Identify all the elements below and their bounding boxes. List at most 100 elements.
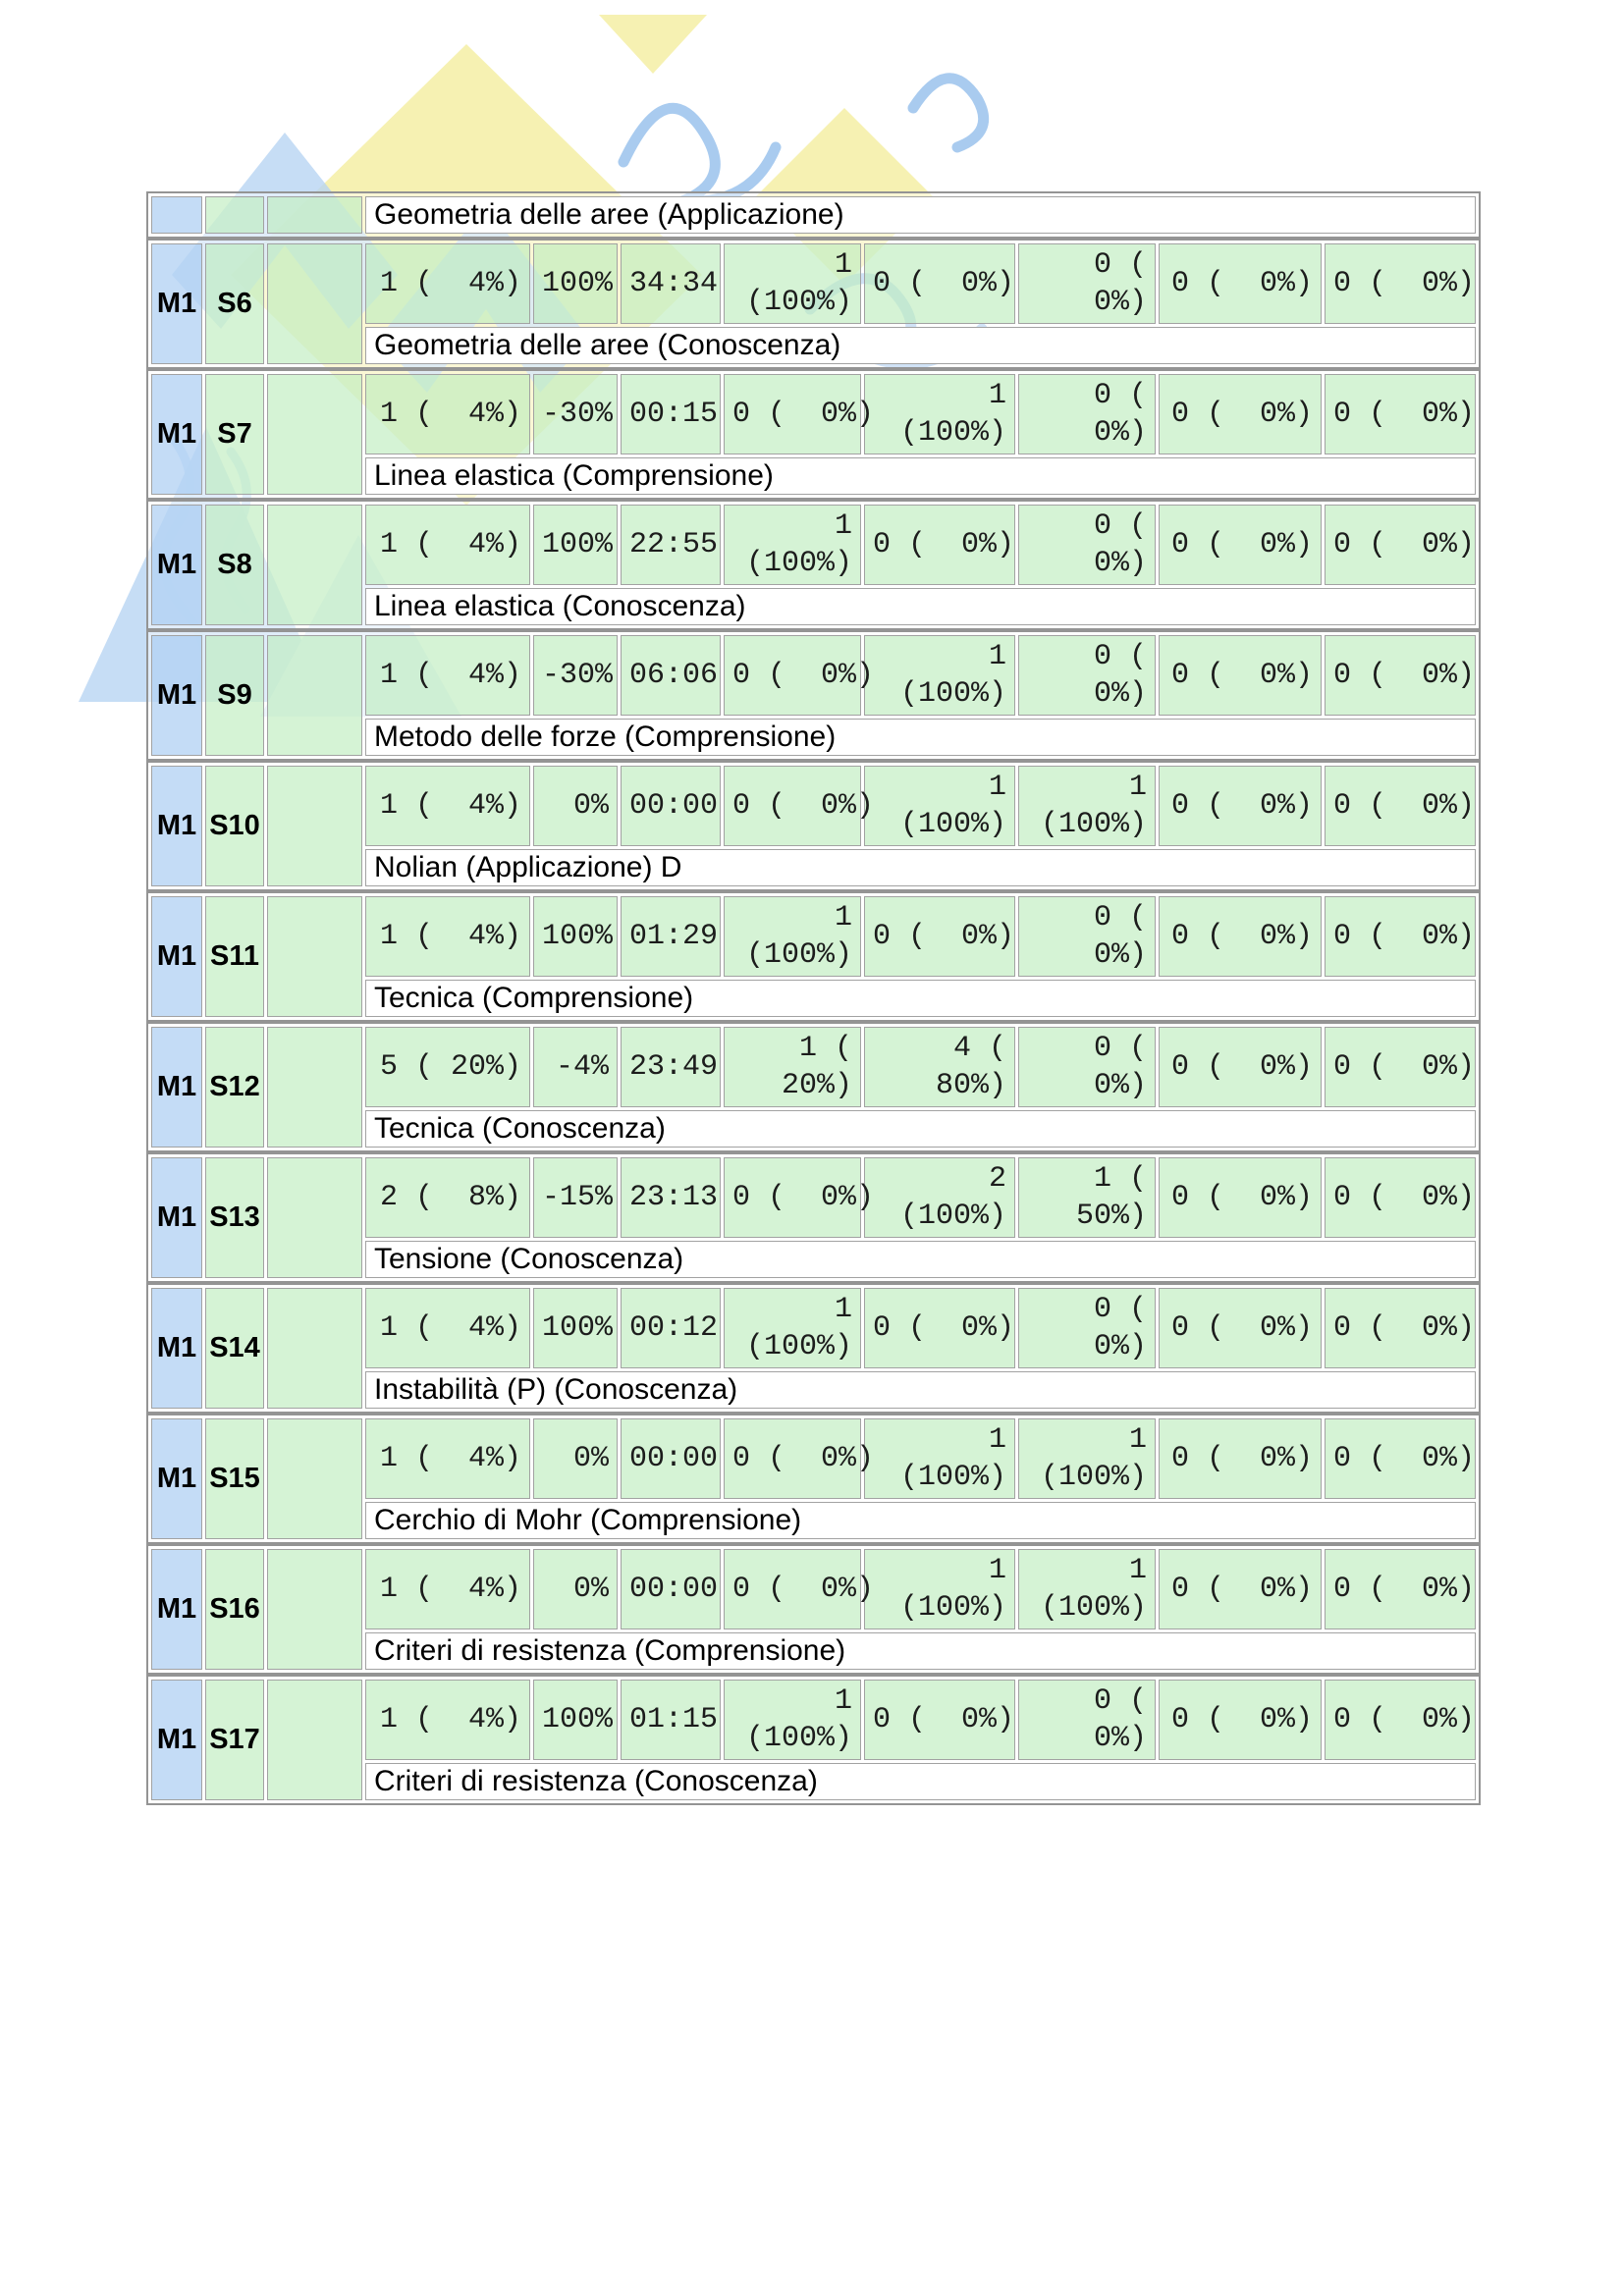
question-block: M1 S12 5 ( 20%) -4% 23:49 1 ( 20%) 4 ( 8… [146, 1022, 1481, 1152]
data-row: M1 S11 1 ( 4%) 100% 01:29 1 (100%) 0 ( 0… [151, 896, 1476, 1017]
data-cell-stat-3: 1 (100%) [1018, 1418, 1156, 1499]
leading-topic-row: Geometria delle aree (Applicazione) [151, 196, 1476, 234]
data-cell-count: 1 ( 4%) [365, 896, 530, 977]
data-cell-count: 1 ( 4%) [365, 635, 530, 716]
topic-cell: Criteri di resistenza (Conoscenza) [365, 1763, 1476, 1800]
data-cell-score: -4% [533, 1027, 618, 1107]
question-block: M1 S9 1 ( 4%) -30% 06:06 0 ( 0%) 1 (100%… [146, 630, 1481, 761]
data-cell-stat-3: 0 ( 0%) [1018, 635, 1156, 716]
data-row: M1 S15 1 ( 4%) 0% 00:00 0 ( 0%) 1 (100%)… [151, 1418, 1476, 1539]
data-cell-count: 2 ( 8%) [365, 1157, 530, 1238]
data-cell-stat-3: 0 ( 0%) [1018, 1680, 1156, 1760]
data-cell-stat-1: 1 (100%) [724, 896, 861, 977]
data-cell-stat-2: 1 (100%) [864, 374, 1015, 454]
data-cell-count: 1 ( 4%) [365, 1418, 530, 1499]
data-cell-stat-5: 0 ( 0%) [1325, 1288, 1476, 1368]
data-cell-stat-1: 0 ( 0%) [724, 766, 874, 846]
data-cell-stat-5: 0 ( 0%) [1325, 1549, 1476, 1629]
topic-cell: Cerchio di Mohr (Comprensione) [365, 1502, 1476, 1539]
question-block: M1 S8 1 ( 4%) 100% 22:55 1 (100%) 0 ( 0%… [146, 500, 1481, 630]
data-cell-stat-5: 0 ( 0%) [1325, 243, 1476, 324]
module-cell [151, 196, 202, 234]
data-cell-stat-5: 0 ( 0%) [1325, 505, 1476, 585]
topic-row: Tecnica (Conoscenza) [151, 1110, 1476, 1148]
topic-cell: Linea elastica (Comprensione) [365, 457, 1476, 495]
data-row: M1 S17 1 ( 4%) 100% 01:15 1 (100%) 0 ( 0… [151, 1680, 1476, 1800]
module-cell: M1 [151, 1418, 202, 1539]
question-cell: S6 [205, 243, 264, 364]
question-cell: S11 [205, 896, 264, 1017]
data-cell-stat-5: 0 ( 0%) [1325, 1680, 1476, 1760]
question-cell: S13 [205, 1157, 264, 1278]
data-cell-time: 23:13 [621, 1157, 721, 1238]
data-row: M1 S9 1 ( 4%) -30% 06:06 0 ( 0%) 1 (100%… [151, 635, 1476, 756]
leading-topic-block: Geometria delle aree (Applicazione) [146, 191, 1481, 239]
module-cell: M1 [151, 1549, 202, 1670]
data-cell-score: -30% [533, 635, 618, 716]
spacer-cell [267, 505, 362, 625]
question-cell: S14 [205, 1288, 264, 1409]
data-cell-time: 34:34 [621, 243, 721, 324]
data-row: M1 S14 1 ( 4%) 100% 00:12 1 (100%) 0 ( 0… [151, 1288, 1476, 1409]
data-cell-stat-1: 1 (100%) [724, 505, 861, 585]
data-cell-count: 1 ( 4%) [365, 374, 530, 454]
topic-row: Tecnica (Comprensione) [151, 980, 1476, 1017]
topic-cell: Metodo delle forze (Comprensione) [365, 719, 1476, 756]
data-cell-count: 1 ( 4%) [365, 1680, 530, 1760]
spacer-cell [267, 374, 362, 495]
data-cell-stat-2: 0 ( 0%) [864, 505, 1015, 585]
data-cell-stat-1: 0 ( 0%) [724, 1549, 874, 1629]
data-cell-time: 06:06 [621, 635, 721, 716]
topic-cell: Tensione (Conoscenza) [365, 1241, 1476, 1278]
data-cell-stat-1: 0 ( 0%) [724, 374, 874, 454]
data-cell-time: 23:49 [621, 1027, 721, 1107]
data-cell-score: 100% [533, 896, 618, 977]
data-cell-stat-3: 0 ( 0%) [1018, 1027, 1156, 1107]
question-block: M1 S13 2 ( 8%) -15% 23:13 0 ( 0%) 2 (100… [146, 1152, 1481, 1283]
data-cell-stat-2: 1 (100%) [864, 766, 1015, 846]
data-cell-score: -15% [533, 1157, 618, 1238]
spacer-cell [267, 1027, 362, 1148]
data-cell-stat-4: 0 ( 0%) [1159, 1549, 1322, 1629]
spacer-cell [267, 1680, 362, 1800]
question-block: M1 S14 1 ( 4%) 100% 00:12 1 (100%) 0 ( 0… [146, 1283, 1481, 1414]
question-block: M1 S15 1 ( 4%) 0% 00:00 0 ( 0%) 1 (100%)… [146, 1414, 1481, 1544]
data-cell-stat-5: 0 ( 0%) [1325, 1418, 1476, 1499]
question-block: M1 S17 1 ( 4%) 100% 01:15 1 (100%) 0 ( 0… [146, 1675, 1481, 1805]
data-cell-stat-2: 1 (100%) [864, 1549, 1015, 1629]
topic-cell: Criteri di resistenza (Comprensione) [365, 1632, 1476, 1670]
question-block: M1 S10 1 ( 4%) 0% 00:00 0 ( 0%) 1 (100%)… [146, 761, 1481, 891]
question-block: M1 S7 1 ( 4%) -30% 00:15 0 ( 0%) 1 (100%… [146, 369, 1481, 500]
data-cell-score: 0% [533, 1418, 618, 1499]
data-cell-stat-4: 0 ( 0%) [1159, 896, 1322, 977]
topic-row: Instabilità (P) (Conoscenza) [151, 1371, 1476, 1409]
topic-row: Criteri di resistenza (Comprensione) [151, 1632, 1476, 1670]
data-cell-stat-5: 0 ( 0%) [1325, 896, 1476, 977]
data-cell-stat-1: 1 (100%) [724, 243, 861, 324]
data-cell-stat-1: 0 ( 0%) [724, 635, 874, 716]
data-cell-stat-2: 0 ( 0%) [864, 896, 1015, 977]
data-cell-stat-3: 0 ( 0%) [1018, 374, 1156, 454]
spacer-cell [267, 1549, 362, 1670]
data-cell-stat-3: 0 ( 0%) [1018, 896, 1156, 977]
topic-cell: Nolian (Applicazione) D [365, 849, 1476, 886]
question-cell: S12 [205, 1027, 264, 1148]
spacer-cell [267, 1288, 362, 1409]
data-cell-stat-3: 1 ( 50%) [1018, 1157, 1156, 1238]
question-cell [205, 196, 264, 234]
spacer-cell [267, 896, 362, 1017]
data-cell-stat-4: 0 ( 0%) [1159, 1288, 1322, 1368]
spacer-cell [267, 1157, 362, 1278]
data-cell-score: 100% [533, 243, 618, 324]
topic-cell: Tecnica (Comprensione) [365, 980, 1476, 1017]
data-row: M1 S10 1 ( 4%) 0% 00:00 0 ( 0%) 1 (100%)… [151, 766, 1476, 886]
module-cell: M1 [151, 635, 202, 756]
data-cell-stat-1: 1 (100%) [724, 1680, 861, 1760]
topic-cell: Linea elastica (Conoscenza) [365, 588, 1476, 625]
data-cell-time: 00:15 [621, 374, 721, 454]
topic-row: Geometria delle aree (Conoscenza) [151, 327, 1476, 364]
question-cell: S9 [205, 635, 264, 756]
data-cell-stat-2: 4 ( 80%) [864, 1027, 1015, 1107]
data-cell-stat-4: 0 ( 0%) [1159, 1027, 1322, 1107]
data-cell-stat-4: 0 ( 0%) [1159, 1418, 1322, 1499]
